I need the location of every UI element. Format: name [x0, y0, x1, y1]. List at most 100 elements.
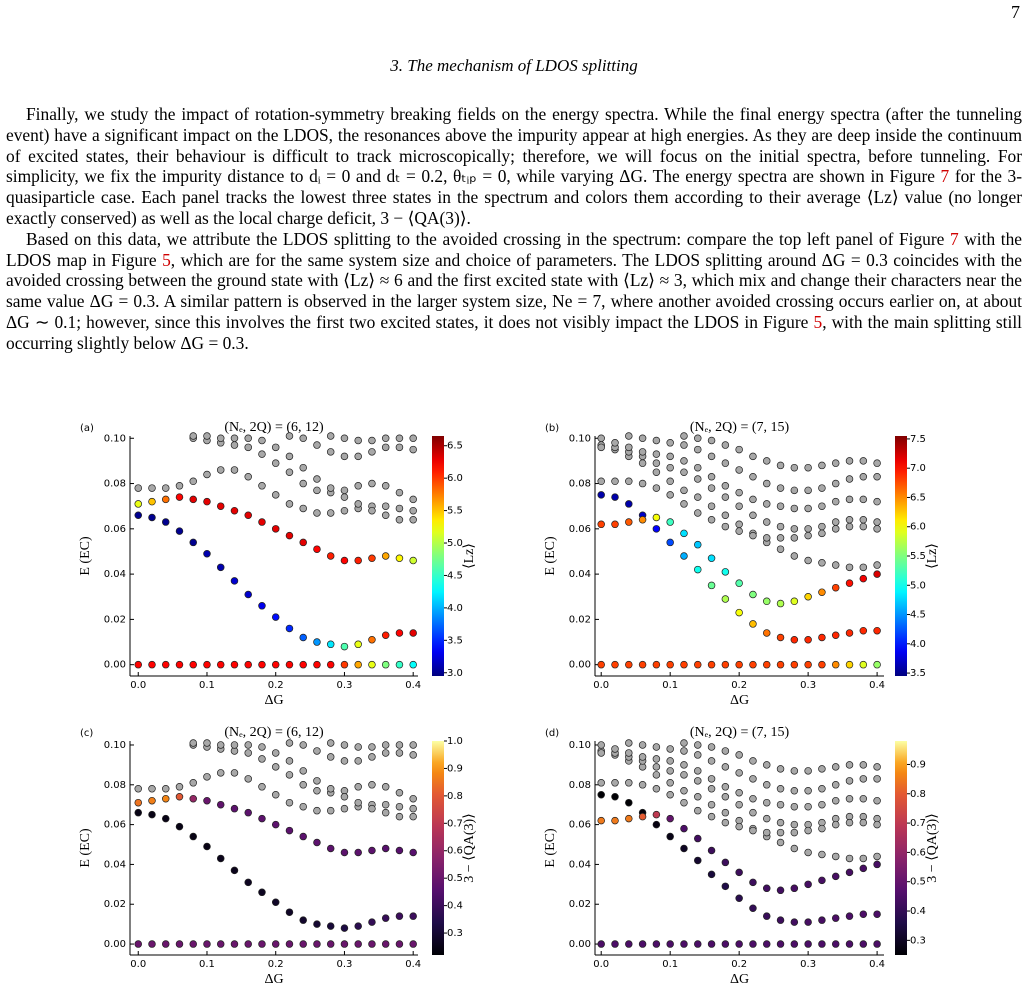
data-point [804, 486, 812, 495]
y-tick-label: 0.10 [104, 740, 126, 751]
y-tick-label: 0.02 [569, 899, 591, 910]
panel-label: (b) [545, 423, 559, 434]
data-point [611, 660, 619, 669]
data-point [161, 518, 170, 526]
data-point [340, 660, 349, 669]
data-point [762, 761, 771, 769]
data-point [340, 486, 349, 495]
section-title: 3. The mechanism of LDOS splitting [390, 56, 638, 75]
data-point [694, 806, 702, 815]
colorbar-tick-label: 4.5 [447, 570, 463, 581]
figure-ref[interactable]: 7 [940, 166, 950, 187]
data-point [694, 434, 702, 443]
data-point [735, 520, 743, 529]
data-point [354, 798, 362, 807]
figure-ref[interactable]: 7 [949, 228, 959, 249]
colorbar-label: ⟨Lz⟩ [462, 543, 477, 569]
data-point [707, 775, 716, 783]
data-point [707, 436, 716, 445]
data-point [638, 781, 647, 789]
data-point [818, 588, 826, 596]
text: for the 3-quasiparticle case. Each panel… [6, 166, 1022, 228]
data-point [804, 918, 812, 926]
data-point [354, 500, 362, 508]
data-point [831, 914, 840, 922]
data-point [230, 866, 239, 875]
data-point [735, 527, 743, 535]
figure-ref[interactable]: 5 [162, 249, 171, 270]
data-point [790, 820, 799, 829]
data-point [230, 769, 239, 777]
data-point [845, 522, 854, 531]
data-point [203, 796, 211, 805]
data-point [859, 660, 868, 669]
page-number: 7 [1011, 2, 1020, 22]
data-point [666, 660, 674, 669]
data-point [285, 531, 294, 540]
data-point [230, 940, 239, 948]
data-point [831, 518, 840, 526]
data-point [395, 846, 404, 855]
data-point [271, 459, 280, 467]
data-point [271, 820, 280, 829]
data-point [244, 473, 252, 481]
data-point [845, 777, 854, 785]
data-point [638, 753, 647, 761]
data-point [749, 878, 757, 887]
data-point [230, 506, 239, 515]
data-point [818, 876, 826, 885]
data-point [395, 516, 404, 524]
data-point [285, 452, 294, 461]
y-tick-label: 0.00 [104, 939, 126, 950]
data-point [597, 741, 605, 749]
data-point [638, 459, 647, 467]
data-point [804, 556, 812, 565]
data-point [244, 808, 252, 817]
data-point [804, 525, 812, 533]
data-point [326, 552, 335, 560]
data-point [694, 660, 702, 669]
y-tick-label: 0.06 [104, 524, 126, 535]
data-point [368, 554, 376, 563]
colorbar-tick-label: 0.5 [447, 873, 463, 884]
data-point [694, 741, 702, 749]
data-point [845, 563, 854, 572]
data-point [721, 792, 730, 801]
data-point [873, 775, 881, 783]
y-tick-label: 0.00 [104, 660, 126, 671]
data-point [340, 452, 349, 461]
data-point [395, 940, 404, 948]
data-point [203, 739, 211, 747]
data-point [818, 940, 826, 948]
data-point [790, 534, 799, 542]
data-point [271, 749, 280, 757]
data-point [409, 516, 417, 524]
data-point [175, 527, 184, 535]
y-tick-label: 0.06 [104, 820, 126, 831]
data-point [694, 493, 702, 501]
data-point [258, 450, 266, 458]
data-point [313, 838, 321, 847]
data-point [161, 484, 170, 492]
data-point [859, 761, 868, 769]
data-point [804, 660, 812, 669]
data-point [790, 918, 799, 926]
data-point [395, 741, 404, 749]
data-point [652, 513, 661, 522]
data-point [409, 794, 417, 803]
data-point [804, 504, 812, 513]
data-point [790, 504, 799, 513]
data-point [638, 448, 647, 456]
data-point [652, 785, 661, 793]
data-point [859, 522, 868, 531]
data-point [395, 504, 404, 513]
data-point [299, 660, 307, 669]
data-point [652, 820, 661, 829]
data-point [762, 500, 771, 508]
data-point [313, 486, 321, 495]
colorbar-tick-label: 0.4 [910, 906, 926, 917]
y-tick-label: 0.10 [569, 433, 591, 444]
figure-ref[interactable]: 5 [813, 311, 823, 332]
data-point [313, 940, 321, 948]
colorbar-tick-label: 0.3 [447, 928, 463, 939]
